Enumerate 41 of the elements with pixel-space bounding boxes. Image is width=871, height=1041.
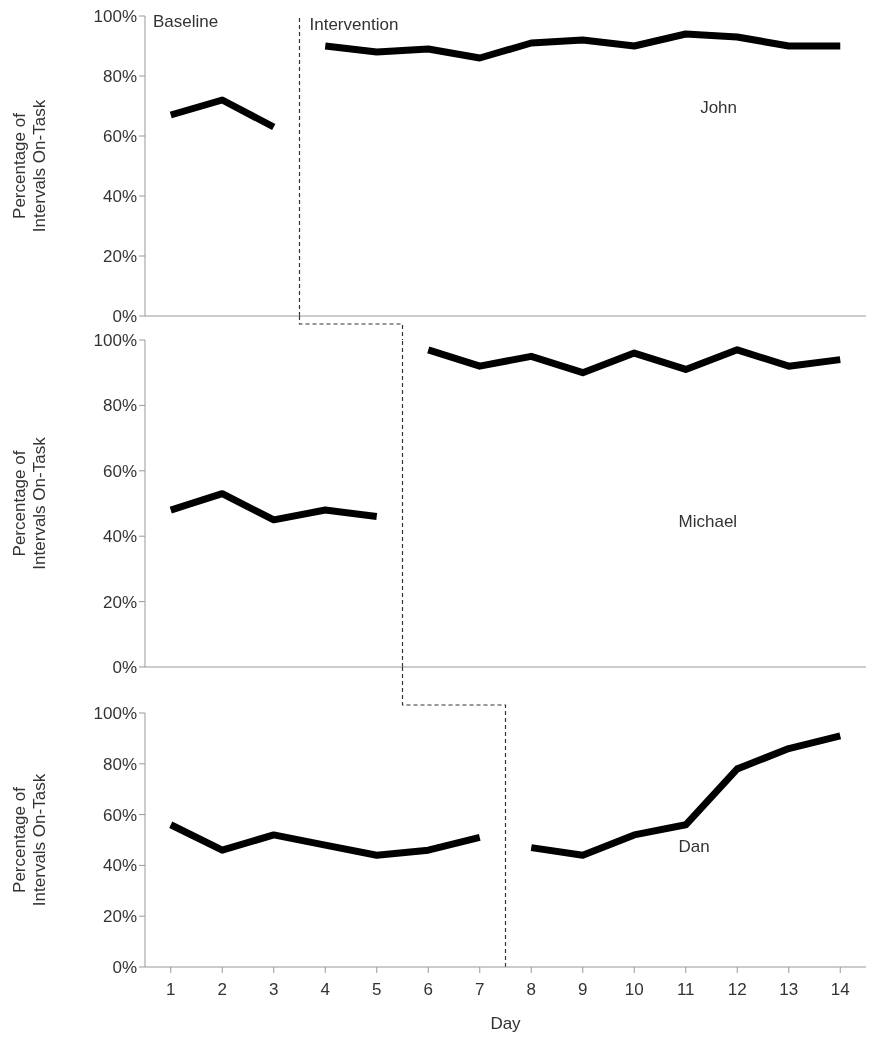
x-tick-label: 9 bbox=[578, 980, 588, 1000]
ref-line-label: Intervention bbox=[309, 15, 399, 34]
x-tick-label: 7 bbox=[475, 980, 485, 1000]
x-tick-label: 2 bbox=[217, 980, 227, 1000]
x-tick-label: 12 bbox=[727, 980, 747, 1000]
y-tick-label: 20% bbox=[102, 247, 137, 267]
y-tick-label: 100% bbox=[93, 7, 137, 27]
y-tick-label: 80% bbox=[102, 396, 137, 416]
y-tick-label: 0% bbox=[112, 307, 137, 327]
y-tick-label: 60% bbox=[102, 805, 137, 825]
x-tick-label: 8 bbox=[526, 980, 536, 1000]
text: Dan bbox=[678, 836, 710, 857]
y-tick-label: 100% bbox=[93, 704, 137, 724]
text: John bbox=[700, 98, 738, 118]
x-tick-label: 13 bbox=[779, 980, 799, 1000]
y-tick-label: 40% bbox=[102, 187, 137, 207]
y-tick-label: 40% bbox=[102, 527, 137, 547]
y-tick-label: 60% bbox=[102, 461, 137, 481]
text: Michael bbox=[678, 512, 738, 533]
y-tick-label: 0% bbox=[112, 658, 137, 678]
x-tick-label: 1 bbox=[166, 980, 176, 1000]
x-axis-title: Day bbox=[490, 1014, 522, 1033]
x-tick-label: 3 bbox=[269, 980, 279, 1000]
x-tick-label: 10 bbox=[624, 980, 644, 1000]
x-tick-label: 5 bbox=[372, 980, 382, 1000]
y-axis-title: Percentage of Intervals On-Task bbox=[10, 99, 49, 233]
x-tick-label: 4 bbox=[320, 980, 330, 1000]
x-tick-label: 6 bbox=[423, 980, 433, 1000]
y-tick-label: 60% bbox=[102, 127, 137, 147]
y-tick-label: 20% bbox=[102, 907, 137, 927]
y-tick-label: 0% bbox=[112, 958, 137, 978]
y-tick-label: 40% bbox=[102, 856, 137, 876]
y-tick-label: 20% bbox=[102, 592, 137, 612]
x-tick-label: 11 bbox=[676, 980, 695, 1000]
x-tick-label: 14 bbox=[830, 980, 850, 1000]
y-tick-label: 80% bbox=[102, 67, 137, 87]
y-tick-label: 100% bbox=[93, 331, 137, 351]
y-axis-title: Percentage of Intervals On-Task bbox=[10, 773, 49, 907]
y-axis-title: Percentage of Intervals On-Task bbox=[10, 436, 49, 570]
annotation: Baseline bbox=[153, 12, 219, 32]
y-tick-label: 80% bbox=[102, 754, 137, 774]
